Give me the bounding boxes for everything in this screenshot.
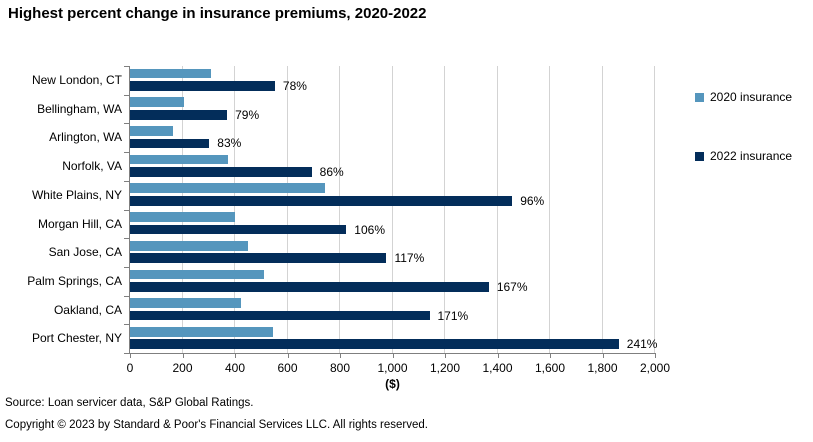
gridline [654,66,655,353]
legend-label: 2022 insurance [710,149,793,163]
y-tick-mark [124,266,129,268]
plot-area: 78% 79% 83% 86% 96% 106% 117% 167% 171% 241% [130,66,658,353]
y-tick-mark [124,123,129,125]
y-tick-mark [124,209,129,211]
gridline [181,66,183,353]
category-label: New London, CT [31,73,122,87]
source-note: Source: Loan servicer data, S&P Global R… [5,397,254,409]
bar-2022 [130,339,619,350]
x-tick-label: 2,000 [639,361,671,375]
x-tick-label: 200 [172,361,193,375]
x-tick-label: 400 [224,361,246,375]
bar-2022 [130,282,489,292]
gridline [234,66,235,353]
bar-2020 [130,240,249,251]
pct-change-label: 171% [437,308,469,323]
pct-change-label: 167% [496,279,528,294]
pct-change-label: 96% [520,193,545,208]
x-tick-label: 1,000 [377,361,408,375]
category-label: Norfolk, VA [62,159,122,174]
bar-2020 [130,126,174,136]
gridline [286,66,288,353]
bar-2020 [130,298,241,308]
y-tick-mark [124,180,129,182]
x-tick-label: 1,600 [534,361,566,375]
bar-2020 [130,269,265,280]
category-label: Oakland, CA [53,302,122,317]
x-tick-label: 1,800 [587,361,618,375]
bar-2022 [130,310,430,321]
legend-swatch-2022 [695,151,704,161]
legend-swatch-2020 [695,92,704,102]
y-axis-line [129,66,130,354]
pct-change-label: 241% [626,337,658,352]
gridline [549,66,550,353]
legend-item-2022: 2022 insurance [695,149,792,163]
gridline [391,66,393,353]
legend-label: 2020 insurance [710,90,793,104]
bar-2022 [130,81,275,91]
x-tick-mark [602,354,604,358]
category-label: Port Chester, NY [31,331,122,346]
category-label: San Jose, CA [48,245,122,260]
x-tick-mark [287,354,289,358]
pct-change-label: 86% [319,165,344,180]
y-tick-mark [124,152,129,154]
y-tick-mark [124,295,129,297]
bar-2022 [130,224,347,235]
bar-2022 [130,253,387,264]
x-axis-title: ($) [385,377,400,391]
pct-change-label: 78% [282,79,307,93]
category-label: Palm Springs, CA [27,273,122,288]
x-tick-mark [445,354,446,358]
bar-2020 [130,212,235,222]
x-tick-label: 1,400 [482,361,513,375]
y-tick-mark [124,238,129,240]
gridline [601,66,603,353]
category-label: Arlington, WA [49,130,122,145]
x-tick-mark [655,354,656,358]
legend-item-2020: 2020 insurance [695,90,792,104]
chart-title: Highest percent change in insurance prem… [8,5,427,22]
x-tick-label: 800 [329,361,351,375]
x-tick-mark [130,354,131,358]
bar-2022 [130,167,312,177]
x-tick-mark [497,354,499,358]
bar-2020 [130,154,228,165]
gridline [496,66,498,353]
gridline [339,66,340,353]
x-tick-mark [340,354,341,358]
y-tick-mark [124,324,129,326]
x-tick-mark [235,354,236,358]
pct-change-label: 106% [354,222,385,237]
copyright-note: Copyright © 2023 by Standard & Poor's Fi… [5,419,428,431]
y-tick-mark [124,94,129,96]
x-axis-line [130,353,656,354]
bar-2020 [130,326,274,337]
x-tick-label: 600 [277,361,298,375]
x-tick-label: 1,200 [429,361,461,375]
bar-2022 [130,195,513,206]
gridline [444,66,445,353]
x-tick-label: 0 [126,361,134,375]
pct-change-label: 79% [235,107,260,122]
bar-2020 [130,183,326,194]
pct-change-label: 83% [217,136,242,151]
y-tick-mark [124,353,129,354]
y-tick-mark [124,66,129,67]
bar-2020 [130,97,185,108]
x-tick-mark [392,354,394,358]
bar-2022 [130,138,210,149]
bar-2020 [130,68,212,79]
x-tick-mark [182,354,184,358]
pct-change-label: 117% [394,251,425,266]
category-label: Bellingham, WA [37,101,122,116]
bar-2022 [130,109,228,120]
x-tick-mark [550,354,551,358]
category-label: Morgan Hill, CA [37,216,122,231]
category-label: White Plains, NY [31,187,122,202]
